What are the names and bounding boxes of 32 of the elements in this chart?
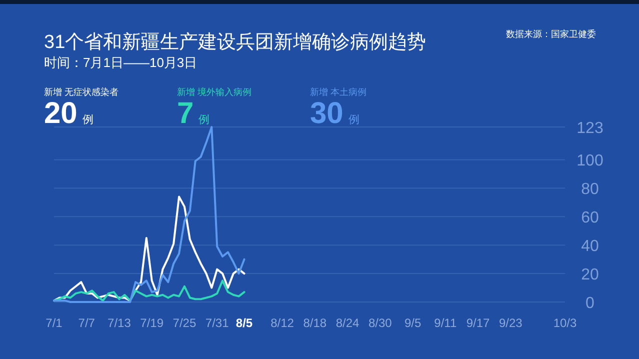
x-tick-label: 8/18 bbox=[303, 316, 327, 330]
x-tick-label: 8/5 bbox=[236, 316, 253, 330]
y-tick-label: 0 bbox=[586, 295, 595, 312]
y-tick-label: 20 bbox=[581, 266, 599, 284]
annotation: 20 例 bbox=[44, 97, 94, 130]
y-tick-label: 123 bbox=[576, 120, 604, 137]
y-tick-label: 100 bbox=[576, 152, 604, 170]
x-tick-label: 7/7 bbox=[78, 316, 96, 330]
chart-subtitle: 时间：7月1日——10月3日 bbox=[44, 55, 198, 70]
x-tick-label: 9/5 bbox=[404, 316, 422, 330]
y-tick-label: 80 bbox=[581, 181, 599, 198]
x-tick-label: 7/13 bbox=[108, 316, 132, 330]
x-tick-label: 9/11 bbox=[434, 316, 457, 330]
annotation: 30 例 bbox=[310, 97, 360, 130]
x-tick-label: 9/17 bbox=[466, 316, 490, 330]
chart-title: 31个省和新疆生产建设兵团新增确诊病例趋势 bbox=[44, 31, 426, 53]
x-tick-label: 7/19 bbox=[140, 316, 164, 330]
legend-item: 新增 境外输入病例 bbox=[177, 87, 252, 97]
x-tick-label: 8/30 bbox=[368, 316, 392, 330]
x-tick-label: 8/12 bbox=[270, 316, 294, 330]
x-tick-label: 8/24 bbox=[336, 316, 360, 330]
y-tick-label: 40 bbox=[581, 238, 599, 256]
source-note: 数据来源：国家卫健委 bbox=[506, 29, 596, 39]
x-tick-label: 10/3 bbox=[553, 316, 577, 330]
x-tick-label: 7/1 bbox=[46, 316, 63, 330]
y-tick-label: 60 bbox=[581, 210, 599, 227]
x-tick-label: 7/31 bbox=[205, 316, 230, 330]
annotation: 7 例 bbox=[177, 97, 210, 130]
legend-item: 新增 本土病例 bbox=[310, 87, 367, 97]
x-tick-label: 9/23 bbox=[498, 316, 523, 330]
legend-item: 新增 无症状感染者 bbox=[44, 87, 119, 97]
x-tick-label: 7/25 bbox=[172, 316, 196, 330]
